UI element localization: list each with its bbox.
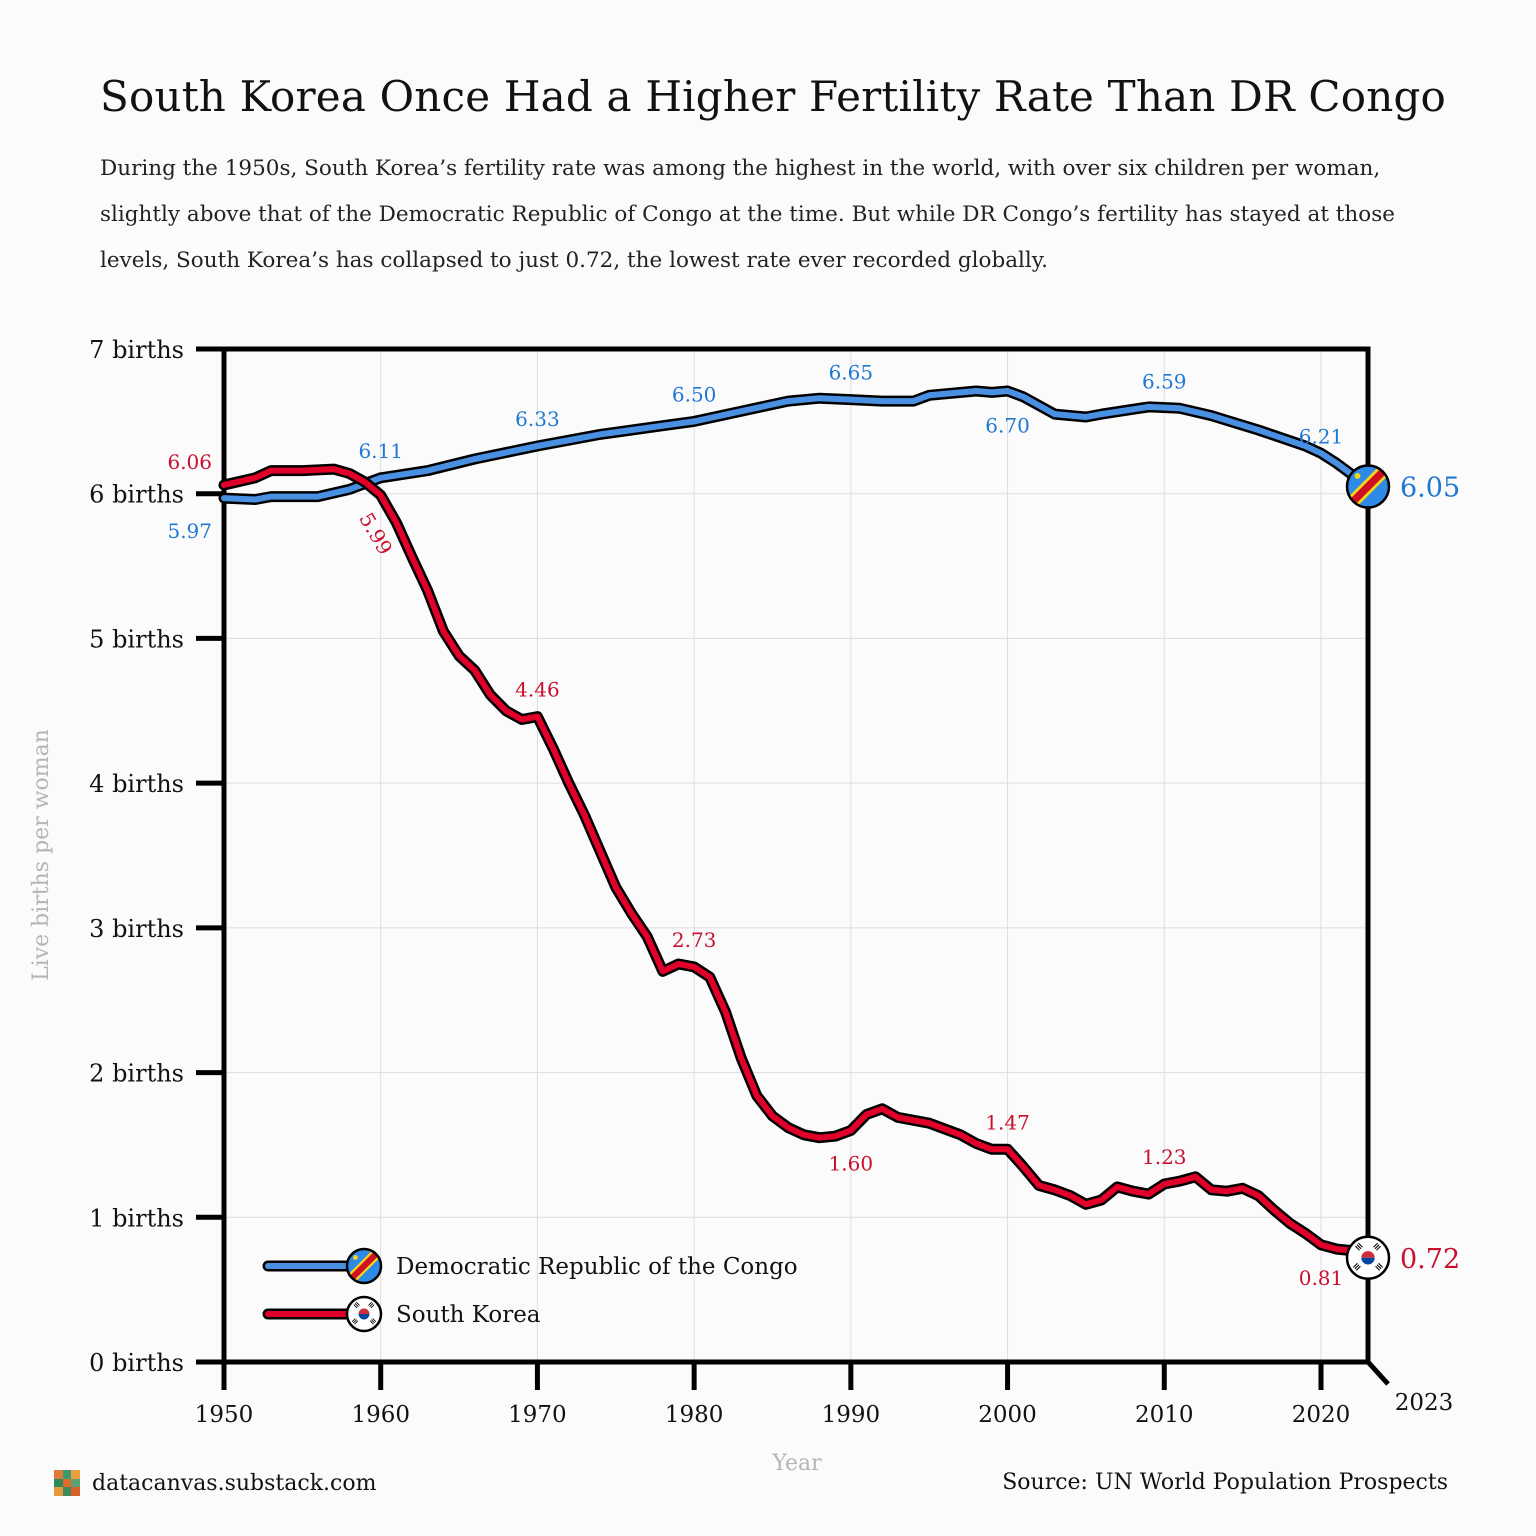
chart-subtitle: During the 1950s, South Korea’s fertilit… <box>100 156 1395 273</box>
datacanvas-logo-icon <box>54 1470 80 1496</box>
y-tick-label: 5 births <box>89 625 184 653</box>
korea-data-label: 0.81 <box>1299 1266 1344 1290</box>
drc-line <box>221 388 1371 503</box>
axes: 0 births 1 births 2 births 3 births 4 births… <box>89 336 1453 1428</box>
y-tick-label: 1 births <box>89 1204 184 1232</box>
x-tick-label: 1980 <box>665 1402 724 1428</box>
x-tick-label: 2020 <box>1292 1402 1351 1428</box>
drc-data-label: 6.11 <box>358 439 403 463</box>
x-end-tick-label: 2023 <box>1395 1390 1454 1416</box>
legend-label: Democratic Republic of the Congo <box>396 1254 798 1280</box>
korea-data-label: 1.23 <box>1142 1145 1187 1169</box>
y-tick-label: 4 births <box>89 770 184 798</box>
korea-line <box>221 466 1371 1261</box>
x-tick-label: 1950 <box>195 1402 254 1428</box>
drc-data-label: 6.59 <box>1142 369 1187 393</box>
site-url[interactable]: datacanvas.substack.com <box>92 1470 377 1496</box>
x-tick-label: 1970 <box>508 1402 567 1428</box>
footer-site: datacanvas.substack.com <box>54 1470 376 1496</box>
x-tick-label: 2000 <box>978 1402 1037 1428</box>
source-note: Source: UN World Population Prospects <box>1002 1470 1448 1495</box>
x-axis-label: Year <box>771 1451 822 1476</box>
drc-data-label: 6.21 <box>1299 424 1344 448</box>
y-tick-label: 0 births <box>89 1349 184 1377</box>
y-tick-label: 3 births <box>89 915 184 943</box>
y-tick-label: 6 births <box>89 481 184 509</box>
y-tick-label: 7 births <box>89 336 184 364</box>
x-end-tick <box>1366 1360 1390 1386</box>
korea-data-label: 1.60 <box>829 1151 874 1175</box>
drc-flag-icon <box>1345 464 1391 509</box>
korea-data-label: 2.73 <box>672 928 717 952</box>
plot-frame <box>221 346 1371 1365</box>
legend-label: South Korea <box>396 1302 541 1328</box>
south-korea-flag-icon <box>1345 1235 1391 1281</box>
drc-data-label: 6.65 <box>829 361 874 385</box>
y-tick-label: 2 births <box>89 1060 184 1088</box>
x-tick-label: 1990 <box>822 1402 881 1428</box>
korea-line-outline <box>218 463 1374 1264</box>
y-axis-label: Live births per woman <box>29 729 54 981</box>
korea-end-label: 0.72 <box>1400 1244 1460 1275</box>
x-tick-label: 2010 <box>1135 1402 1194 1428</box>
drc-data-label: 6.70 <box>985 413 1030 437</box>
chart-title: South Korea Once Had a Higher Fertility … <box>100 72 1447 121</box>
drc-data-label: 6.50 <box>672 382 717 406</box>
drc-data-label: 5.97 <box>167 519 212 543</box>
korea-data-label: 6.06 <box>167 450 212 474</box>
drc-data-label: 6.33 <box>515 407 560 431</box>
x-tick-label: 1960 <box>351 1402 410 1428</box>
data-labels: 6.05 0.72 5.97 6.11 6.33 6.50 6.65 6.70 6.59 6.21… <box>167 361 1460 1290</box>
korea-data-label: 1.47 <box>985 1110 1030 1134</box>
korea-data-label: 4.46 <box>515 678 560 702</box>
grid <box>223 348 1368 1363</box>
series <box>218 385 1374 1264</box>
legend-drc-flag-icon <box>345 1247 383 1285</box>
drc-end-label: 6.05 <box>1400 472 1460 503</box>
legend-korea-flag-icon <box>345 1295 383 1333</box>
legend: Democratic Republic of the Congo South Ko… <box>262 1247 798 1333</box>
